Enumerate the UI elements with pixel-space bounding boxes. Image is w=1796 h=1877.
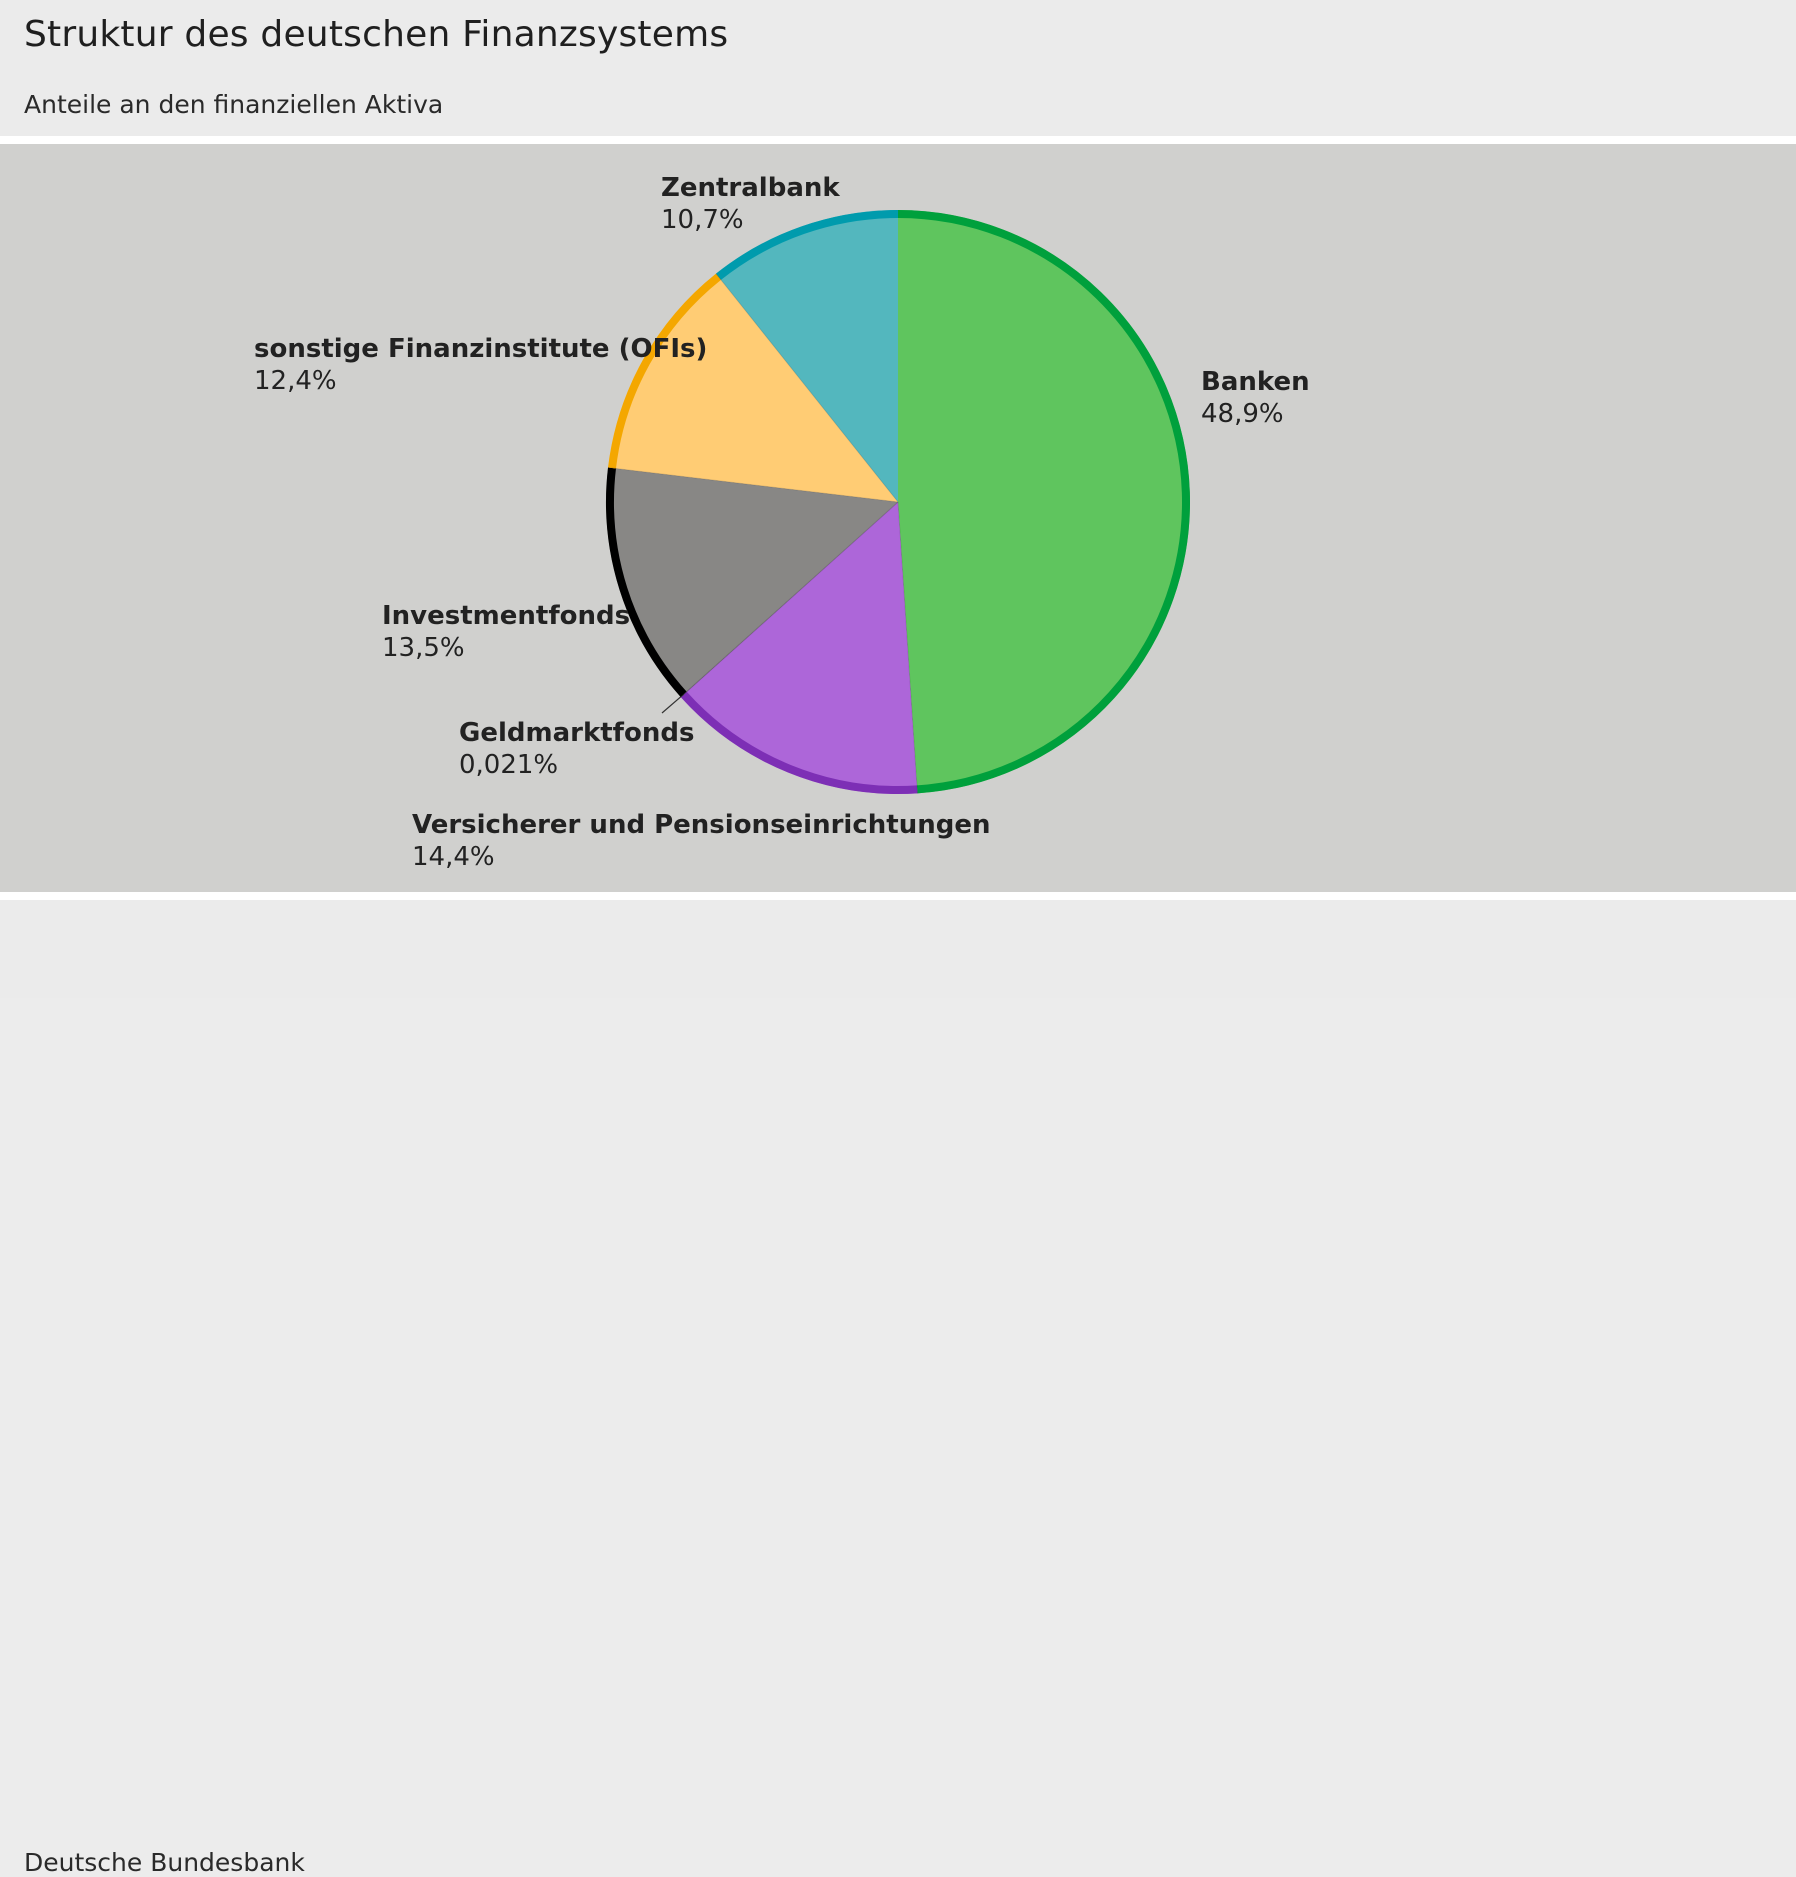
source-note: Deutsche Bundesbank (24, 1848, 305, 1877)
pie-slice-banken (898, 210, 1190, 793)
label-name-banken: Banken (1201, 367, 1310, 397)
label-value-versicherer-und-pensionseinrichtungen: 14,4% (412, 842, 495, 872)
label-value-sonstige-finanzinstitute-ofis: 12,4% (254, 366, 337, 396)
label-name-sonstige-finanzinstitute-ofis: sonstige Finanzinstitute (OFIs) (254, 334, 707, 364)
label-name-zentralbank: Zentralbank (661, 173, 840, 203)
label-value-investmentfonds: 13,5% (382, 633, 465, 663)
label-name-versicherer-und-pensionseinrichtungen: Versicherer und Pensionseinrichtungen (412, 810, 990, 840)
label-name-geldmarktfonds: Geldmarktfonds (459, 718, 694, 748)
leader-line-geldmarktfonds (662, 694, 684, 713)
label-value-banken: 48,9% (1201, 399, 1284, 429)
label-value-geldmarktfonds: 0,021% (459, 750, 558, 780)
label-value-zentralbank: 10,7% (661, 205, 744, 235)
label-name-investmentfonds: Investmentfonds (382, 601, 630, 631)
